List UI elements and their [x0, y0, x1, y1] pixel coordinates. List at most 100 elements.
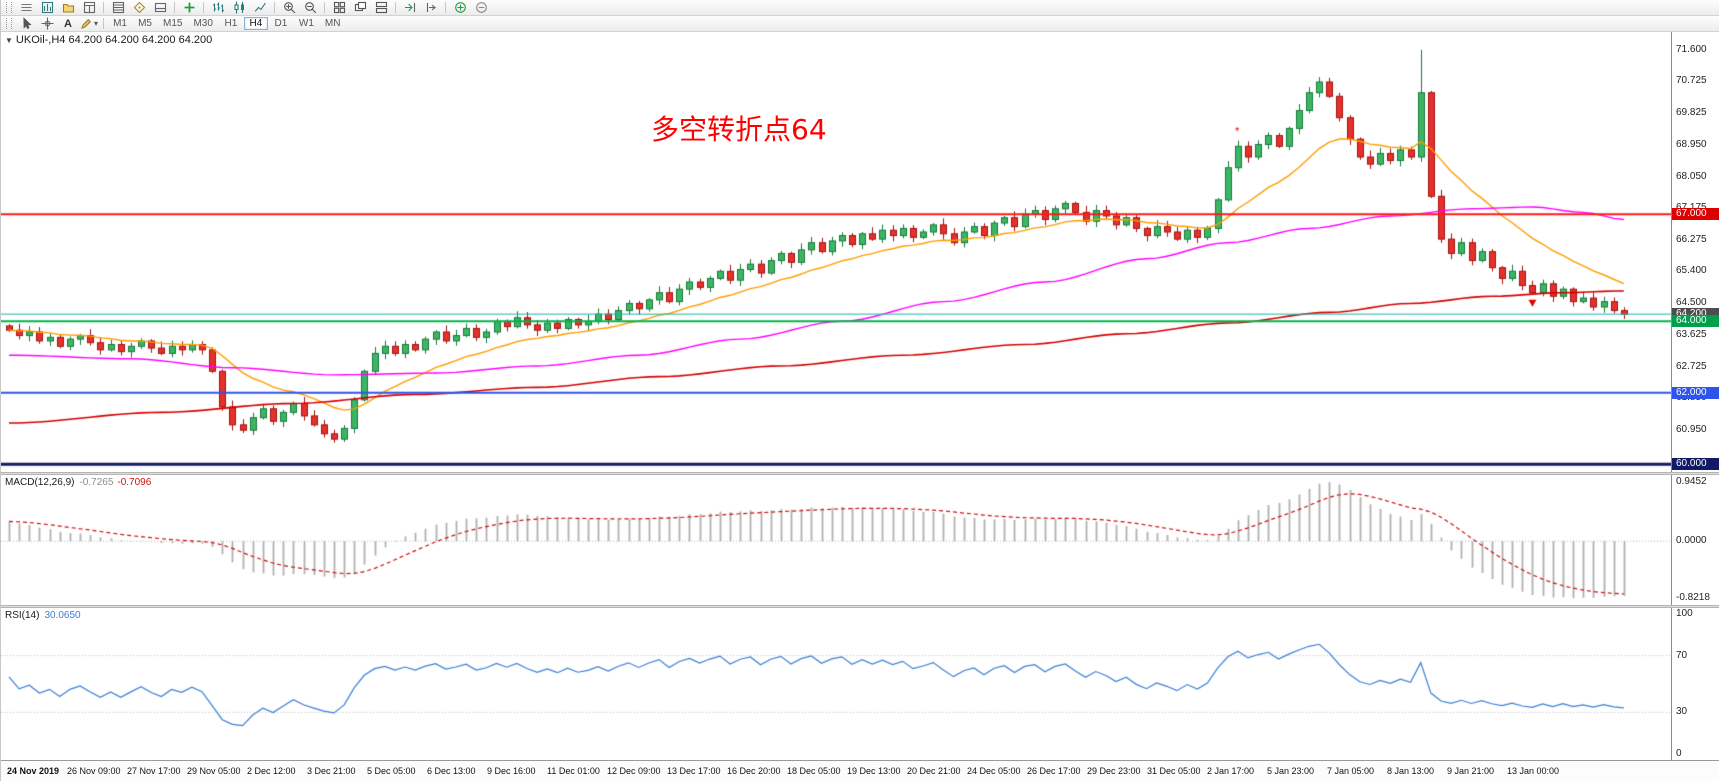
- time-axis-label: 9 Dec 16:00: [487, 766, 536, 776]
- toolbar-separator: [103, 2, 104, 13]
- time-axis-label: 6 Dec 13:00: [427, 766, 476, 776]
- timeframe-m5[interactable]: M5: [138, 18, 152, 29]
- timeframe-m1[interactable]: M1: [113, 18, 127, 29]
- navigator-icon[interactable]: [129, 1, 149, 15]
- new-chart-icon[interactable]: [37, 1, 57, 15]
- indicator-scale-value: 0.9452: [1676, 476, 1707, 487]
- price-tick: 68.050: [1676, 170, 1707, 182]
- timeframe-mn[interactable]: MN: [324, 18, 341, 29]
- tile-horizontal-icon[interactable]: [371, 1, 391, 15]
- price-tick: 67.175: [1676, 202, 1707, 213]
- price-chart-panel[interactable]: ▼ UKOil-,H4 64.200 64.200 64.200 64.200 多…: [1, 32, 1719, 472]
- crosshair-icon[interactable]: [37, 17, 57, 31]
- timeframe-h1[interactable]: H1: [224, 18, 238, 29]
- macd-canvas[interactable]: [1, 475, 1672, 605]
- toolbar-drag-handle[interactable]: [6, 2, 12, 13]
- time-axis-label: 9 Jan 21:00: [1447, 766, 1495, 776]
- indicator-scale-value: 100: [1676, 608, 1693, 619]
- time-axis[interactable]: 24 Nov 2019 26 Nov 09:00 27 Nov 17:00 29 No…: [1, 760, 1719, 781]
- menu-icon[interactable]: [16, 1, 36, 15]
- tile-windows-icon[interactable]: [329, 1, 349, 15]
- terminal-icon[interactable]: [150, 1, 170, 15]
- time-axis-label: 5 Dec 05:00: [367, 766, 416, 776]
- symbol-ohlc-text: UKOil-,H4 64.200 64.200 64.200 64.200: [15, 34, 213, 46]
- rsi-value: 30.0650: [44, 610, 81, 621]
- price-tick: 63.625: [1676, 328, 1707, 340]
- chart-bars-icon[interactable]: [208, 1, 228, 15]
- new-order-icon[interactable]: [179, 1, 199, 15]
- panel-splitter[interactable]: [1, 472, 1719, 475]
- indicator-scale-value: 70: [1676, 649, 1688, 661]
- toolbar-separator: [203, 2, 204, 13]
- indicator-scale-value: 30: [1676, 706, 1688, 718]
- rsi-label: RSI(14) 30.0650: [5, 610, 81, 621]
- macd-scale[interactable]: 0.9452 0.0000 -0.8218: [1671, 475, 1719, 605]
- time-axis-label: 7 Jan 05:00: [1327, 766, 1375, 776]
- chart-line-icon[interactable]: [250, 1, 270, 15]
- price-tick: 65.400: [1676, 265, 1707, 277]
- fullscreen-icon[interactable]: [471, 1, 491, 15]
- chart-annotation-text[interactable]: 多空转折点64: [651, 113, 827, 146]
- price-line-label: 67.000: [1672, 208, 1719, 221]
- timeframe-m30[interactable]: M30: [193, 18, 213, 29]
- time-axis-label: 26 Dec 17:00: [1027, 766, 1081, 776]
- cascade-windows-icon[interactable]: [350, 1, 370, 15]
- timeframe-d1[interactable]: D1: [274, 18, 288, 29]
- auto-scroll-icon[interactable]: [400, 1, 420, 15]
- toolbar-separator: [395, 2, 396, 13]
- toolbar-separator: [324, 2, 325, 13]
- time-axis-label: 24 Dec 05:00: [967, 766, 1021, 776]
- time-axis-label: 26 Nov 09:00: [67, 766, 121, 776]
- rsi-scale[interactable]: 100 70 30 0: [1671, 608, 1719, 760]
- price-tick: 64.500: [1676, 297, 1707, 309]
- time-axis-label: 5 Jan 23:00: [1267, 766, 1315, 776]
- timeframe-w1[interactable]: W1: [298, 18, 314, 29]
- panel-splitter[interactable]: [1, 605, 1719, 608]
- draw-tools-dropdown[interactable]: ▾: [79, 17, 99, 31]
- time-axis-label: 19 Dec 13:00: [847, 766, 901, 776]
- market-watch-icon[interactable]: [79, 1, 99, 15]
- rsi-canvas[interactable]: [1, 608, 1672, 760]
- data-window-icon[interactable]: [108, 1, 128, 15]
- chart-symbol-label: ▼ UKOil-,H4 64.200 64.200 64.200 64.200: [5, 34, 212, 46]
- toolbar-separator: [445, 2, 446, 13]
- pointer-icon[interactable]: [16, 17, 36, 31]
- timeframe-m15[interactable]: M15: [163, 18, 183, 29]
- zoom-out-icon[interactable]: [300, 1, 320, 15]
- toolbar-main: [1, 0, 1719, 16]
- price-tick: 66.275: [1676, 234, 1707, 246]
- rsi-name: RSI(14): [5, 610, 40, 621]
- time-axis-label: 20 Dec 21:00: [907, 766, 961, 776]
- price-scale[interactable]: 71.600 70.725 69.825 68.950 68.050 67.175 66.2…: [1671, 32, 1719, 472]
- symbol-dropdown-icon[interactable]: ▼: [5, 36, 13, 45]
- price-tick: 71.600: [1676, 43, 1707, 55]
- indicator-scale-value: 0: [1676, 748, 1682, 759]
- price-tick: 60.950: [1676, 424, 1707, 436]
- macd-value-signal: -0.7096: [117, 477, 152, 488]
- indicator-scale-value: -0.8218: [1676, 592, 1710, 603]
- toolbar-timeframes: A ▾ M1 M5 M15 M30 H1 H4 D1 W1 MN: [1, 16, 1719, 32]
- profiles-icon[interactable]: [58, 1, 78, 15]
- macd-panel[interactable]: MACD(12,26,9) -0.7265 -0.7096 0.9452 0.0000…: [1, 475, 1719, 605]
- chart-shift-icon[interactable]: [421, 1, 441, 15]
- time-axis-label: 12 Dec 09:00: [607, 766, 661, 776]
- time-axis-label: 31 Dec 05:00: [1147, 766, 1201, 776]
- toolbar-drag-handle[interactable]: [6, 18, 12, 29]
- price-tick: 69.825: [1676, 107, 1707, 119]
- toolbar-separator: [103, 18, 105, 29]
- indicator-scale-value: 0.0000: [1676, 535, 1707, 547]
- macd-name: MACD(12,26,9): [5, 477, 75, 488]
- chart-candles-icon[interactable]: [229, 1, 249, 15]
- rsi-panel[interactable]: RSI(14) 30.0650 100 70 30 0: [1, 608, 1719, 760]
- text-tool-button[interactable]: A: [64, 17, 72, 30]
- timeframe-h4[interactable]: H4: [243, 17, 268, 30]
- price-line-label: 62.000: [1672, 386, 1719, 399]
- price-tick: 70.725: [1676, 75, 1707, 87]
- price-chart-canvas[interactable]: [1, 32, 1672, 472]
- price-tick: 68.950: [1676, 138, 1707, 150]
- time-axis-label: 27 Nov 17:00: [127, 766, 181, 776]
- chevron-down-icon: ▾: [94, 19, 99, 28]
- zoom-in-icon[interactable]: [279, 1, 299, 15]
- indicators-icon[interactable]: [450, 1, 470, 15]
